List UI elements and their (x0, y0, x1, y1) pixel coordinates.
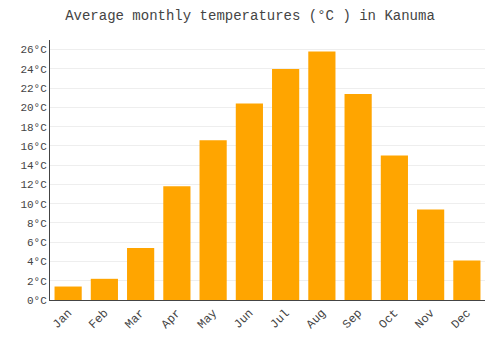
svg-text:Average monthly temperatures (: Average monthly temperatures (°C ) in Ka… (65, 8, 435, 24)
svg-text:Jun: Jun (231, 307, 256, 332)
svg-text:Jan: Jan (50, 307, 75, 332)
svg-text:Dec: Dec (449, 307, 474, 332)
svg-text:Apr: Apr (159, 307, 184, 332)
svg-text:6°C: 6°C (27, 237, 47, 249)
svg-text:May: May (195, 307, 220, 332)
svg-text:Aug: Aug (304, 307, 329, 332)
svg-text:14°C: 14°C (20, 160, 47, 172)
svg-text:12°C: 12°C (20, 179, 47, 191)
svg-text:0°C: 0°C (27, 295, 47, 307)
svg-text:20°C: 20°C (20, 102, 47, 114)
svg-text:Feb: Feb (86, 307, 111, 332)
svg-text:10°C: 10°C (20, 199, 47, 211)
svg-text:Oct: Oct (376, 307, 401, 332)
svg-text:2°C: 2°C (27, 276, 47, 288)
svg-text:Mar: Mar (123, 307, 148, 332)
svg-text:26°C: 26°C (20, 44, 47, 56)
svg-text:18°C: 18°C (20, 122, 47, 134)
svg-text:Nov: Nov (413, 307, 438, 332)
svg-text:8°C: 8°C (27, 218, 47, 230)
svg-text:Sep: Sep (340, 307, 365, 332)
svg-text:4°C: 4°C (27, 256, 47, 268)
svg-text:22°C: 22°C (20, 83, 47, 95)
svg-text:16°C: 16°C (20, 141, 47, 153)
svg-text:Jul: Jul (268, 307, 293, 332)
svg-text:24°C: 24°C (20, 64, 47, 76)
